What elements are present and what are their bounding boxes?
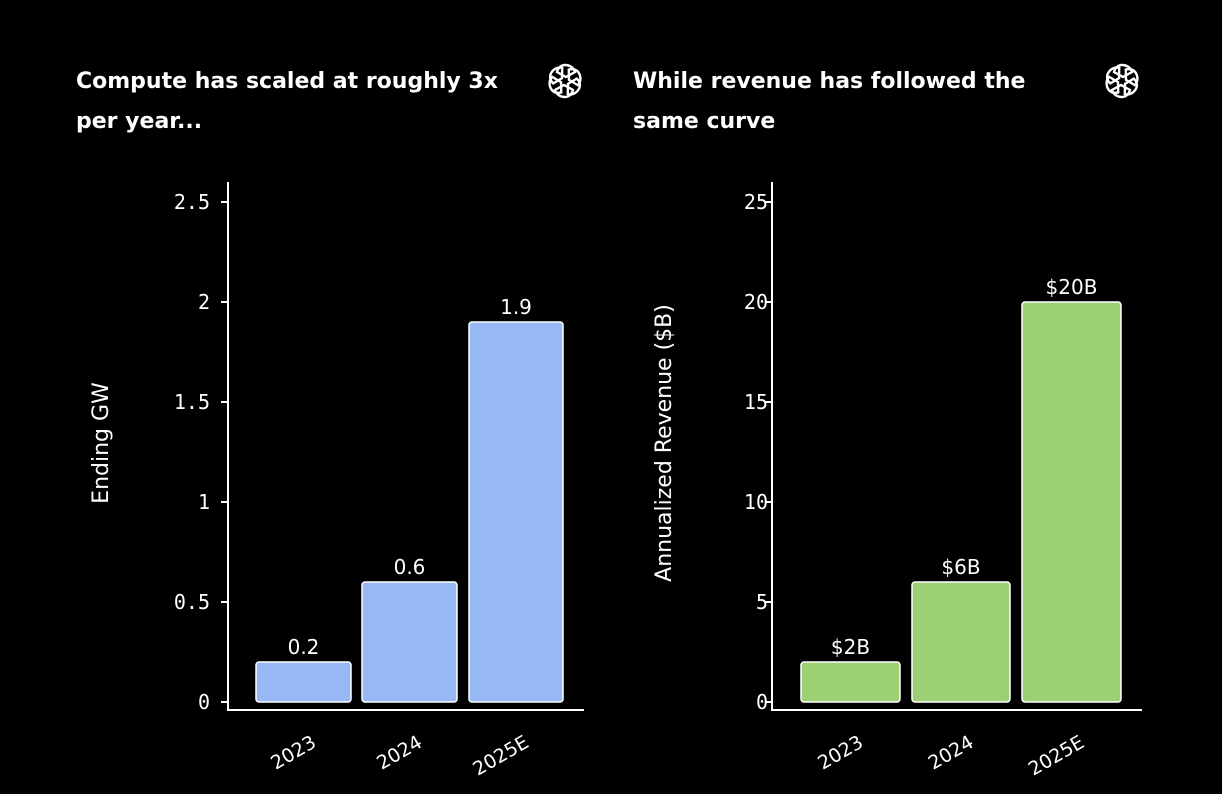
- revenue-bar-chart: 0 5 10 15 20 25 Annualized Revenue ($B) $2B 2023…: [652, 182, 1142, 781]
- y-tick-label: 15: [744, 390, 768, 414]
- y-axis-title: Annualized Revenue ($B): [652, 304, 677, 582]
- bar-value-label: $20B: [1046, 275, 1098, 299]
- y-tick-label: 0: [198, 690, 210, 714]
- x-category-label: 2024: [373, 731, 426, 774]
- bar: [1021, 301, 1122, 703]
- bar-value-label: 0.2: [288, 635, 320, 659]
- openai-logo-icon: [1105, 63, 1139, 99]
- bar-value-label: 1.9: [500, 295, 532, 319]
- y-tick-label: 2.5: [174, 190, 210, 214]
- compute-bar-chart: 0 0.5 1 1.5 2 2.5 Ending GW 0.2 2023 0.6 2024 1.9 20…: [89, 182, 584, 781]
- y-axis-title: Ending GW: [89, 382, 114, 504]
- bar-value-label: $2B: [831, 635, 870, 659]
- x-category-label: 2025E: [1025, 731, 1088, 780]
- x-category-label: 2023: [267, 731, 320, 774]
- openai-logo-icon: [548, 63, 582, 99]
- y-tick-label: 0: [756, 690, 768, 714]
- y-tick-label: 0.5: [174, 590, 210, 614]
- bar: [361, 581, 458, 703]
- chart-title: Compute has scaled at roughly 3x per yea…: [76, 69, 498, 134]
- bar: [255, 661, 352, 703]
- x-category-label: 2023: [814, 731, 867, 774]
- chart-title: While revenue has followed the same curv…: [633, 69, 1026, 134]
- y-tick-label: 25: [744, 190, 768, 214]
- bar-value-label: $6B: [941, 555, 980, 579]
- bar: [468, 321, 564, 703]
- bar: [800, 661, 901, 703]
- x-category-label: 2024: [925, 731, 978, 774]
- x-category-label: 2025E: [469, 731, 532, 780]
- y-tick-label: 1: [198, 490, 210, 514]
- y-tick-label: 2: [198, 290, 210, 314]
- y-tick-label: 1.5: [174, 390, 210, 414]
- compute-chart-panel: Compute has scaled at roughly 3x per yea…: [76, 63, 584, 781]
- bar: [911, 581, 1011, 703]
- y-tick-label: 20: [744, 290, 768, 314]
- y-tick-label: 10: [744, 490, 768, 514]
- bar-value-label: 0.6: [394, 555, 426, 579]
- revenue-chart-panel: While revenue has followed the same curv…: [611, 0, 1222, 794]
- y-tick-label: 5: [756, 590, 768, 614]
